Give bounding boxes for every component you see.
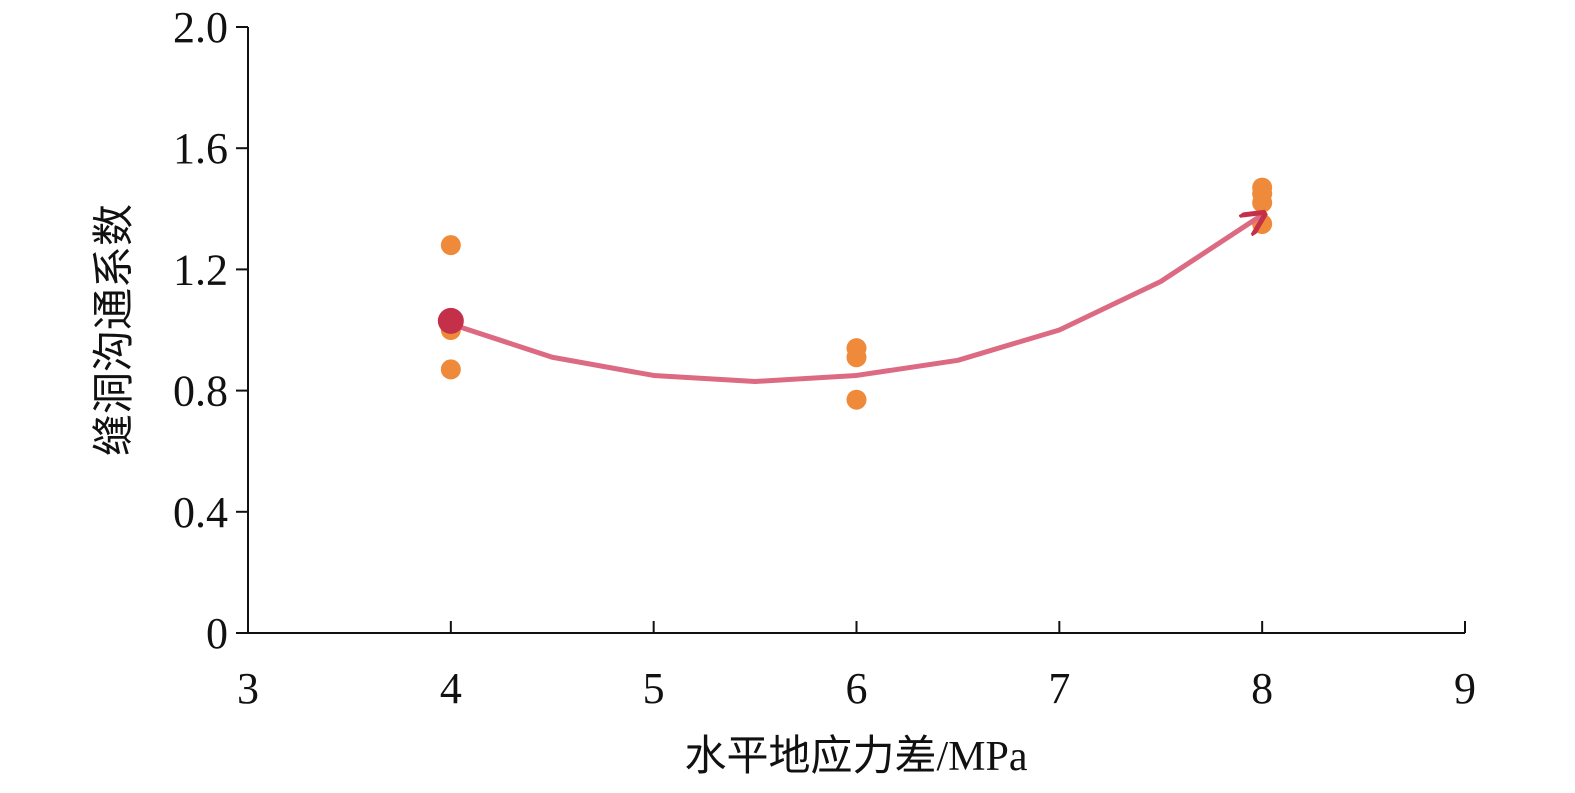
x-tick-label: 9 bbox=[1454, 664, 1476, 713]
x-axis-title: 水平地应力差/MPa bbox=[684, 733, 1027, 780]
x-tick-label: 3 bbox=[237, 664, 259, 713]
trend-line bbox=[450, 215, 1262, 385]
x-tick-label: 7 bbox=[1048, 664, 1070, 713]
y-tick-label: 0 bbox=[206, 609, 228, 658]
highlight-point bbox=[437, 307, 464, 334]
point bbox=[846, 389, 867, 410]
x-tick-label: 6 bbox=[846, 664, 868, 713]
point bbox=[1252, 192, 1273, 213]
y-axis-title: 缝洞沟通系数 bbox=[92, 204, 138, 456]
point bbox=[846, 347, 867, 368]
y-tick-label: 1.2 bbox=[173, 245, 228, 294]
y-tick-label: 1.6 bbox=[173, 124, 228, 173]
point bbox=[440, 235, 461, 256]
y-tick-label: 0.4 bbox=[173, 488, 228, 537]
y-tick-label: 2.0 bbox=[173, 3, 228, 52]
x-tick-label: 4 bbox=[440, 664, 462, 713]
y-tick-label: 0.8 bbox=[173, 367, 228, 416]
x-tick-label: 5 bbox=[643, 664, 665, 713]
point bbox=[440, 359, 461, 380]
x-tick-label: 8 bbox=[1251, 664, 1273, 713]
